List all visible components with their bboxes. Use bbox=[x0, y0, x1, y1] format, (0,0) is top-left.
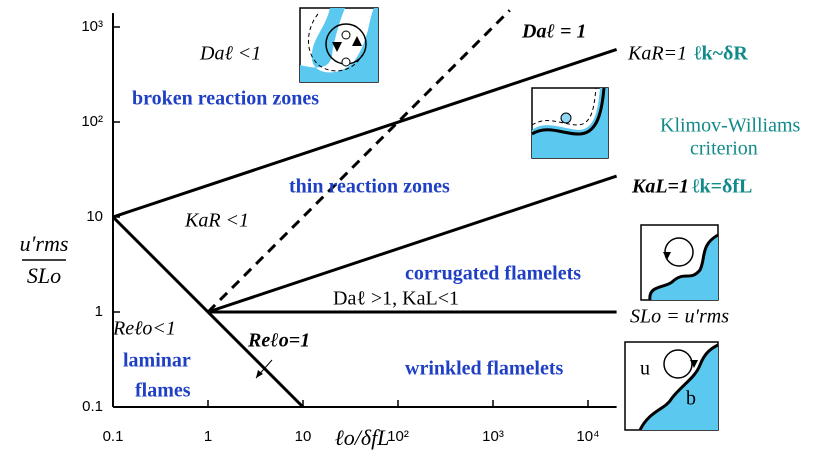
inset-thin bbox=[532, 88, 608, 158]
annotation: corrugated flamelets bbox=[405, 263, 581, 285]
annotation: broken reaction zones bbox=[132, 88, 319, 110]
inset-wrinkled bbox=[625, 342, 718, 430]
x-tick-label: 0.1 bbox=[103, 428, 124, 445]
annotation: KaR <1 bbox=[184, 210, 249, 232]
y-tick-label: 10 bbox=[86, 208, 103, 225]
annotation: Daℓ = 1 bbox=[521, 21, 586, 43]
y-tick-label: 0.1 bbox=[82, 398, 103, 415]
y-axis-numerator: u′rms bbox=[20, 231, 69, 256]
inset-broken bbox=[300, 8, 378, 82]
annotation: b bbox=[686, 388, 696, 410]
annotation: Reℓo=1 bbox=[247, 330, 310, 352]
annotation: Reℓo<1 bbox=[112, 318, 176, 340]
chart: 0.1 1 10 10² 10³ 10⁴ 0.1 1 10 10² 10³ ℓo/δfL u′rms SL… bbox=[0, 0, 814, 463]
annotation: Daℓ >1, KaL<1 bbox=[333, 288, 459, 310]
x-tick-label: 10 bbox=[295, 428, 312, 445]
x-tick-label: 10⁴ bbox=[576, 428, 599, 445]
annotation: Klimov-Williams bbox=[660, 115, 801, 137]
y-tick-label: 10² bbox=[81, 113, 103, 130]
annotation: thin reaction zones bbox=[289, 176, 450, 198]
inset-corrugated bbox=[641, 225, 718, 300]
annotation: wrinkled flamelets bbox=[405, 358, 564, 380]
annotation: criterion bbox=[690, 138, 758, 160]
x-tick-label: 10³ bbox=[482, 428, 504, 445]
annotation: ℓk=δfL bbox=[692, 176, 752, 198]
annotation: Daℓ <1 bbox=[199, 43, 261, 65]
y-axis-denominator: SLo bbox=[27, 263, 61, 288]
annotation: ℓk~δR bbox=[694, 43, 748, 65]
annotation: u bbox=[640, 358, 650, 380]
annotation: SLo = u′rms bbox=[630, 306, 729, 328]
x-axis-label: ℓo/δfL bbox=[335, 425, 390, 450]
y-tick-label: 1 bbox=[95, 303, 103, 320]
annotation: KaL=1 bbox=[631, 176, 689, 198]
y-tick-label: 10³ bbox=[81, 18, 103, 35]
x-tick-label: 1 bbox=[204, 428, 212, 445]
annotation: flames bbox=[135, 380, 191, 402]
annotation: laminar bbox=[123, 350, 191, 372]
x-tick-label: 10² bbox=[387, 428, 409, 445]
annotation: KaR=1 bbox=[627, 43, 687, 65]
